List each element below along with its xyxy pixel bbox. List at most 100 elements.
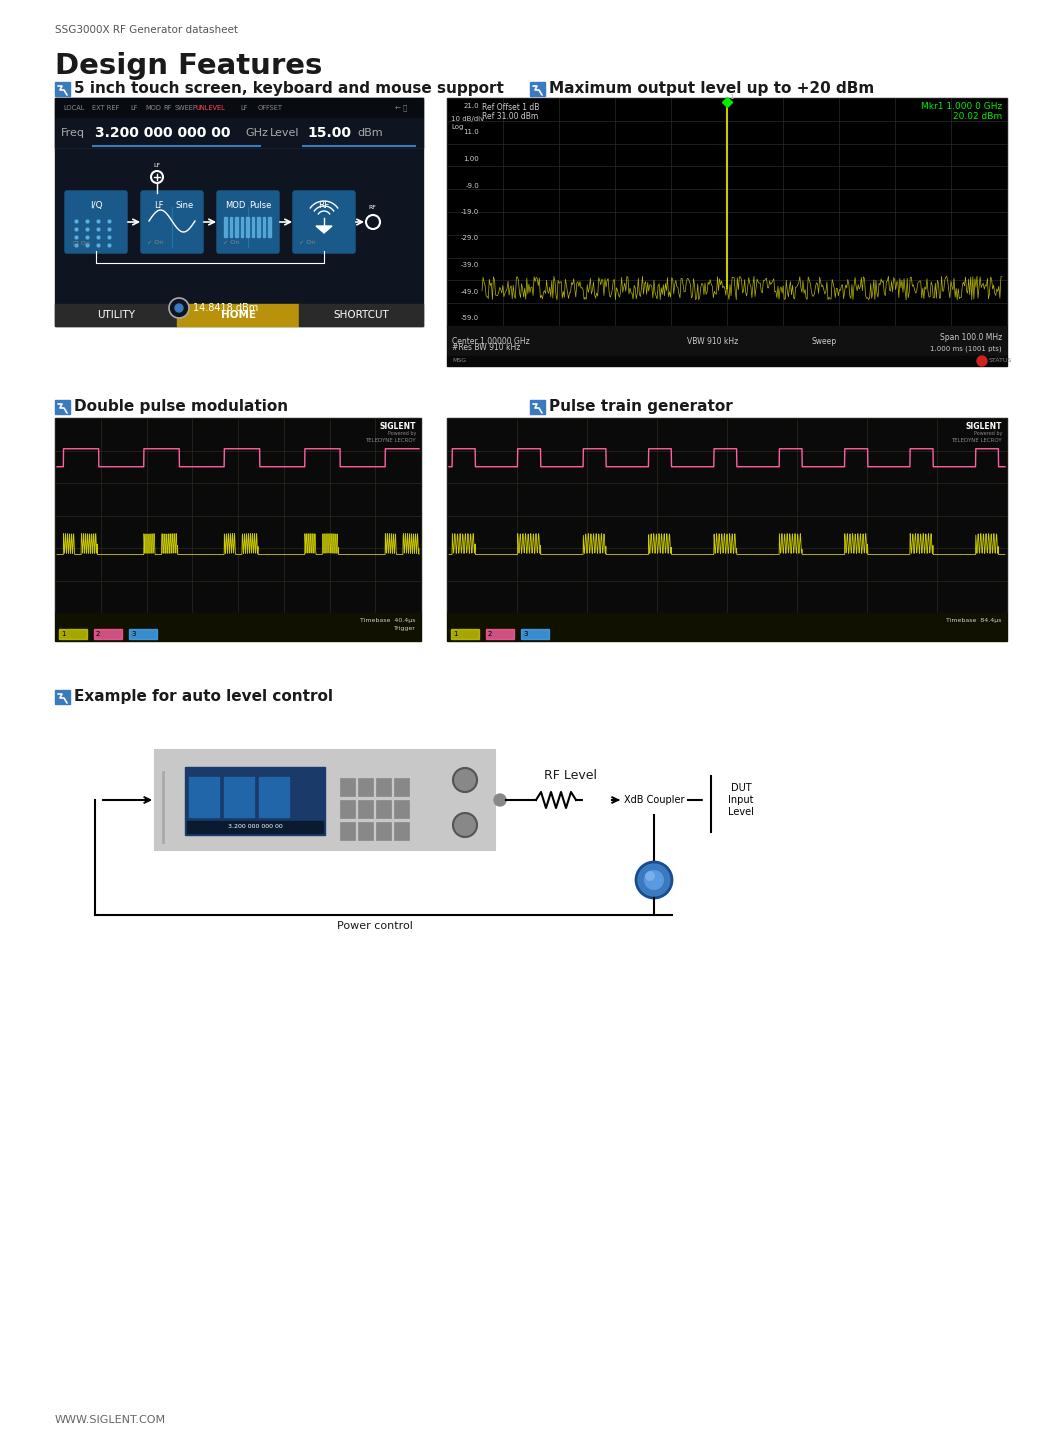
Circle shape	[453, 812, 477, 837]
Text: 15.00: 15.00	[307, 127, 351, 139]
Text: 1: 1	[453, 631, 458, 637]
Circle shape	[366, 216, 379, 229]
Bar	[246, 217, 248, 237]
Text: HOME: HOME	[220, 311, 255, 321]
Text: Span 100.0 MHz: Span 100.0 MHz	[940, 332, 1002, 341]
Text: RF Level: RF Level	[545, 769, 598, 782]
Bar	[394, 823, 409, 840]
Text: Trigger: Trigger	[394, 626, 416, 631]
Text: 14.8418 dBm: 14.8418 dBm	[193, 303, 259, 313]
Bar	[55, 400, 70, 414]
Text: Double pulse modulation: Double pulse modulation	[74, 398, 288, 414]
Text: MSG: MSG	[452, 358, 466, 364]
Bar	[340, 778, 355, 797]
Bar	[187, 821, 323, 833]
Text: 10 dB/div: 10 dB/div	[450, 116, 484, 122]
Bar	[358, 778, 373, 797]
Bar	[376, 800, 391, 818]
Bar	[230, 217, 232, 237]
Text: Pulse: Pulse	[249, 201, 272, 210]
FancyBboxPatch shape	[293, 191, 355, 253]
Text: XdB Coupler: XdB Coupler	[623, 795, 685, 805]
FancyBboxPatch shape	[65, 191, 127, 253]
Bar	[447, 98, 1007, 326]
Text: 3.200 000 000 00: 3.200 000 000 00	[95, 127, 230, 139]
Text: RF: RF	[368, 206, 376, 210]
Text: 11.0: 11.0	[463, 129, 479, 135]
Bar	[394, 778, 409, 797]
Text: MOD: MOD	[145, 105, 161, 111]
Text: 3: 3	[131, 631, 136, 637]
Text: Design Features: Design Features	[55, 52, 322, 81]
Text: MOD: MOD	[225, 201, 246, 210]
Text: Freq: Freq	[61, 128, 85, 138]
Text: #Res BW 910 kHz: #Res BW 910 kHz	[452, 344, 520, 352]
Bar	[55, 98, 423, 118]
Text: -19.0: -19.0	[461, 209, 479, 216]
Text: 5 inch touch screen, keyboard and mouse support: 5 inch touch screen, keyboard and mouse …	[74, 81, 503, 96]
Bar	[530, 400, 545, 414]
Circle shape	[977, 357, 987, 367]
Text: Sine: Sine	[176, 201, 194, 210]
Circle shape	[494, 794, 506, 807]
Bar	[224, 777, 254, 817]
Polygon shape	[584, 787, 612, 814]
Text: SHORTCUT: SHORTCUT	[333, 311, 389, 321]
Bar	[394, 800, 409, 818]
Bar	[224, 217, 227, 237]
Text: Log: Log	[450, 124, 463, 129]
Text: DUT
Input
Level: DUT Input Level	[728, 784, 754, 817]
Bar	[447, 357, 1007, 367]
Bar	[189, 777, 219, 817]
Circle shape	[644, 871, 655, 881]
Bar	[522, 628, 549, 638]
FancyBboxPatch shape	[217, 191, 279, 253]
Text: 1.00: 1.00	[463, 155, 479, 162]
Bar	[376, 823, 391, 840]
Text: VBW 910 kHz: VBW 910 kHz	[687, 336, 738, 345]
Text: -9.0: -9.0	[465, 183, 479, 188]
Text: 21.0: 21.0	[463, 104, 479, 109]
Text: ✓ On: ✓ On	[299, 240, 315, 244]
Text: UTILITY: UTILITY	[98, 311, 135, 321]
Bar	[376, 778, 391, 797]
Circle shape	[453, 768, 477, 792]
Polygon shape	[316, 226, 332, 233]
Text: -49.0: -49.0	[461, 289, 479, 295]
Text: -29.0: -29.0	[461, 236, 479, 242]
Bar	[257, 217, 260, 237]
Text: RF: RF	[163, 105, 172, 111]
Text: dBm: dBm	[357, 128, 383, 138]
Bar	[299, 303, 423, 326]
Text: TELEDYNE LECROY: TELEDYNE LECROY	[366, 439, 416, 443]
Text: Pulse train generator: Pulse train generator	[549, 398, 732, 414]
Bar	[703, 777, 771, 833]
Bar	[530, 82, 545, 96]
Text: UNLEVEL: UNLEVEL	[195, 105, 225, 111]
Bar	[55, 690, 70, 705]
Circle shape	[636, 861, 672, 897]
Text: Timebase  40.4μs: Timebase 40.4μs	[360, 618, 416, 623]
Text: 2: 2	[96, 631, 101, 637]
Text: RF: RF	[318, 201, 330, 210]
Text: Powered by: Powered by	[388, 431, 416, 436]
Text: ← 🔒: ← 🔒	[395, 105, 407, 111]
Bar	[129, 628, 157, 638]
Text: WWW.SIGLENT.COM: WWW.SIGLENT.COM	[55, 1415, 166, 1425]
Bar	[485, 628, 514, 638]
Circle shape	[151, 171, 163, 183]
Text: Timebase  84.4μs: Timebase 84.4μs	[947, 618, 1002, 623]
Bar	[59, 628, 87, 638]
Bar	[55, 118, 423, 148]
Text: LF: LF	[155, 201, 164, 210]
Text: I/Q: I/Q	[90, 201, 103, 210]
Bar	[55, 82, 70, 96]
Bar	[259, 777, 289, 817]
Text: Sweep: Sweep	[811, 336, 836, 345]
FancyBboxPatch shape	[141, 191, 204, 253]
Text: LF: LF	[240, 105, 247, 111]
Bar	[620, 785, 688, 815]
Text: ✓ On: ✓ On	[223, 240, 240, 244]
Text: Ref 31.00 dBm: Ref 31.00 dBm	[482, 112, 538, 121]
Text: TELEDYNE LECROY: TELEDYNE LECROY	[952, 439, 1002, 443]
